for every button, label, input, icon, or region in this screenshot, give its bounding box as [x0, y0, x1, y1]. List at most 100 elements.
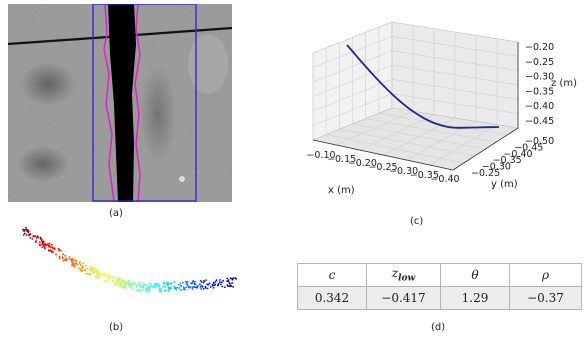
cloud-point: [75, 260, 78, 262]
cloud-point: [39, 237, 42, 240]
cloud-point: [26, 228, 28, 231]
cloud-point: [221, 285, 224, 288]
cloud-point: [193, 286, 196, 288]
cloud-point: [31, 238, 34, 240]
cloud-point: [215, 279, 218, 281]
cloud-point: [174, 287, 177, 289]
cloud-point: [93, 270, 96, 273]
cloud-point: [52, 251, 54, 254]
cloud-point: [129, 286, 131, 288]
cloud-point: [142, 289, 144, 291]
x-tick-label: −0.15: [327, 154, 356, 165]
cloud-point: [41, 243, 44, 245]
cloud-point: [169, 286, 172, 289]
cloud-point: [227, 285, 230, 288]
cloud-point: [226, 277, 229, 280]
cloud-point: [175, 288, 178, 291]
value-theta: 1.29: [440, 286, 510, 310]
cloud-point: [214, 280, 217, 283]
cloud-point: [65, 257, 67, 260]
cloud-point: [39, 241, 41, 244]
cloud-point: [234, 277, 237, 279]
cloud-point: [130, 286, 133, 289]
fitted-curve: [346, 44, 500, 129]
cloud-point: [28, 234, 30, 236]
cloud-point: [47, 244, 50, 247]
cloud-point: [217, 282, 220, 285]
cloud-point: [185, 286, 188, 288]
cloud-point: [124, 287, 127, 290]
cloud-point: [121, 282, 123, 285]
cloud-point: [160, 288, 162, 291]
cloud-point: [182, 288, 185, 291]
cloud-point: [87, 273, 90, 275]
cloud-point: [92, 271, 95, 274]
cloud-point: [137, 283, 140, 286]
cloud-point: [98, 273, 101, 276]
cloud-point: [117, 278, 119, 280]
y-tick-label: −0.40: [503, 149, 532, 160]
cloud-point: [194, 280, 196, 283]
cloud-point: [94, 276, 97, 279]
cloud-point: [105, 274, 108, 277]
cloud-point: [42, 241, 45, 244]
cloud-point: [108, 278, 111, 281]
cloud-point: [61, 257, 64, 260]
cloud-point: [141, 281, 144, 284]
cloud-point: [135, 285, 138, 288]
cloud-point: [58, 250, 60, 252]
cloud-point: [80, 270, 83, 273]
cloud-point: [204, 287, 207, 289]
cloud-point: [232, 277, 235, 279]
y-axis-line: [452, 127, 519, 171]
header-c: c: [297, 263, 367, 287]
cloud-point: [118, 284, 121, 287]
cloud-point: [167, 286, 170, 289]
cloud-point: [154, 286, 157, 288]
cloud-point: [124, 286, 127, 288]
cloud-point: [23, 228, 26, 231]
cloud-point: [64, 255, 66, 257]
cloud-point: [149, 282, 152, 285]
cloud-point: [206, 287, 209, 290]
point-cloud: [22, 226, 238, 293]
y-tick-label: −0.35: [493, 155, 522, 166]
crack-region: [108, 4, 136, 202]
cloud-point: [107, 275, 110, 278]
cloud-point: [155, 283, 158, 286]
parameter-table-panel: c zlow θ ρ 0.342 −0.417 1.29 −0.37: [297, 263, 582, 310]
cloud-point: [72, 259, 75, 261]
cloud-point: [139, 290, 142, 293]
tick-labels: −0.10−0.15−0.20−0.25−0.30−0.35−0.40−0.25…: [306, 42, 554, 185]
x-tick-label: −0.40: [430, 174, 459, 185]
cloud-point: [114, 276, 117, 279]
cloud-point: [93, 267, 95, 270]
cloud-point: [230, 285, 233, 288]
cloud-point: [79, 260, 81, 263]
cloud-point: [202, 287, 205, 290]
cloud-point: [227, 280, 230, 283]
cloud-point: [181, 281, 184, 284]
cloud-point: [168, 287, 171, 290]
cloud-point: [205, 279, 207, 281]
cloud-point: [146, 285, 149, 288]
cloud-point: [78, 262, 81, 265]
cloud-point: [229, 277, 232, 280]
cloud-point: [141, 286, 143, 289]
cloud-point: [120, 277, 123, 280]
cloud-point: [206, 283, 209, 286]
point-cloud-panel: [15, 222, 245, 317]
cloud-point: [125, 281, 128, 284]
cloud-point: [50, 243, 53, 246]
cloud-point: [193, 283, 196, 286]
cloud-point: [197, 285, 200, 287]
crack-photo: [7, 3, 233, 203]
cloud-point: [81, 266, 84, 268]
cloud-point: [123, 286, 125, 289]
cloud-point: [74, 259, 76, 262]
cloud-point: [153, 283, 156, 286]
cloud-point: [202, 281, 205, 284]
cloud-point: [112, 276, 114, 278]
parameter-table: c zlow θ ρ 0.342 −0.417 1.29 −0.37: [297, 263, 582, 310]
cloud-point: [41, 246, 44, 249]
